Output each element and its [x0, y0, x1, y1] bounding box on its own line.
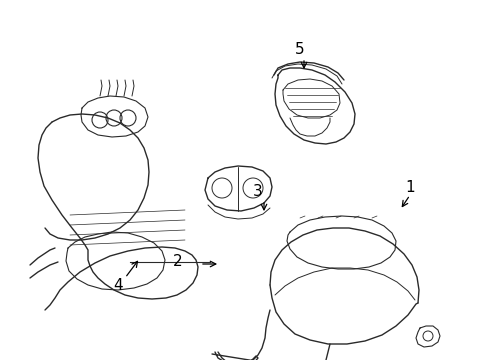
Text: 3: 3	[253, 184, 263, 199]
Text: 2: 2	[173, 255, 183, 270]
Text: 5: 5	[295, 42, 304, 58]
Text: 1: 1	[405, 180, 414, 195]
Text: 4: 4	[113, 278, 122, 292]
